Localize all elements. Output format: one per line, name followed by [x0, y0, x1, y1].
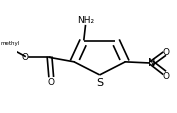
Text: O: O — [163, 72, 170, 81]
Text: S: S — [96, 77, 103, 87]
Text: O: O — [163, 47, 170, 56]
Text: N: N — [148, 58, 156, 68]
Text: NH₂: NH₂ — [77, 16, 94, 25]
Text: methyl: methyl — [0, 41, 20, 46]
Text: O: O — [48, 78, 55, 87]
Text: O: O — [22, 52, 28, 61]
